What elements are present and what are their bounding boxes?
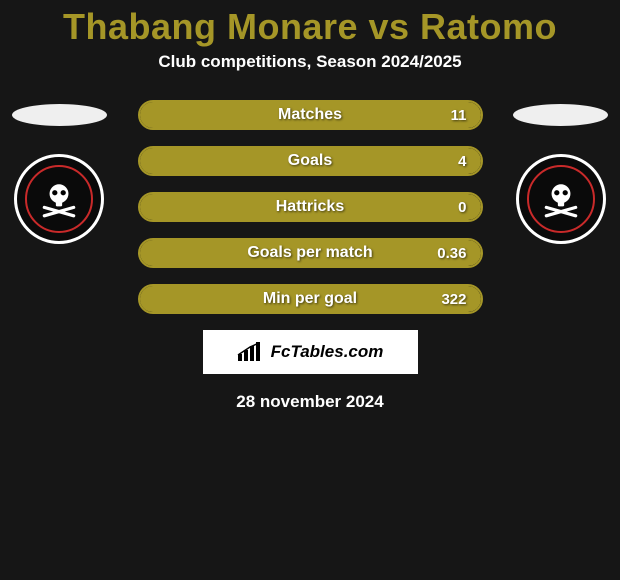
page-title: Thabang Monare vs Ratomo bbox=[0, 0, 620, 48]
brand-badge: FcTables.com bbox=[203, 330, 418, 374]
skull-crossbones-icon bbox=[540, 178, 582, 220]
stat-value: 322 bbox=[441, 291, 466, 308]
club-badge-left bbox=[14, 154, 104, 244]
comparison-content: Matches 11 Goals 4 Hattricks 0 Goals per match… bbox=[0, 100, 620, 412]
chart-icon bbox=[237, 342, 265, 362]
stat-value: 4 bbox=[458, 153, 466, 170]
stats-list: Matches 11 Goals 4 Hattricks 0 Goals per match… bbox=[138, 100, 483, 314]
player-placeholder-right bbox=[513, 104, 608, 126]
stat-row: Goals 4 bbox=[138, 146, 483, 176]
stat-value: 0.36 bbox=[437, 245, 466, 262]
stat-row: Goals per match 0.36 bbox=[138, 238, 483, 268]
stat-label: Min per goal bbox=[263, 290, 357, 308]
club-badge-ring bbox=[527, 165, 595, 233]
club-badge-ring bbox=[25, 165, 93, 233]
stat-row: Matches 11 bbox=[138, 100, 483, 130]
title-text: Thabang Monare vs Ratomo bbox=[63, 6, 557, 47]
club-badge-right bbox=[516, 154, 606, 244]
stat-label: Hattricks bbox=[276, 198, 344, 216]
stat-label: Goals per match bbox=[247, 244, 372, 262]
player-placeholder-left bbox=[12, 104, 107, 126]
stat-value: 0 bbox=[458, 199, 466, 216]
stat-label: Goals bbox=[288, 152, 332, 170]
skull-crossbones-icon bbox=[38, 178, 80, 220]
date-text: 28 november 2024 bbox=[0, 392, 620, 412]
subtitle: Club competitions, Season 2024/2025 bbox=[0, 52, 620, 72]
brand-text: FcTables.com bbox=[271, 342, 384, 362]
stat-row: Min per goal 322 bbox=[138, 284, 483, 314]
stat-row: Hattricks 0 bbox=[138, 192, 483, 222]
stat-label: Matches bbox=[278, 106, 342, 124]
stat-value: 11 bbox=[451, 107, 467, 124]
